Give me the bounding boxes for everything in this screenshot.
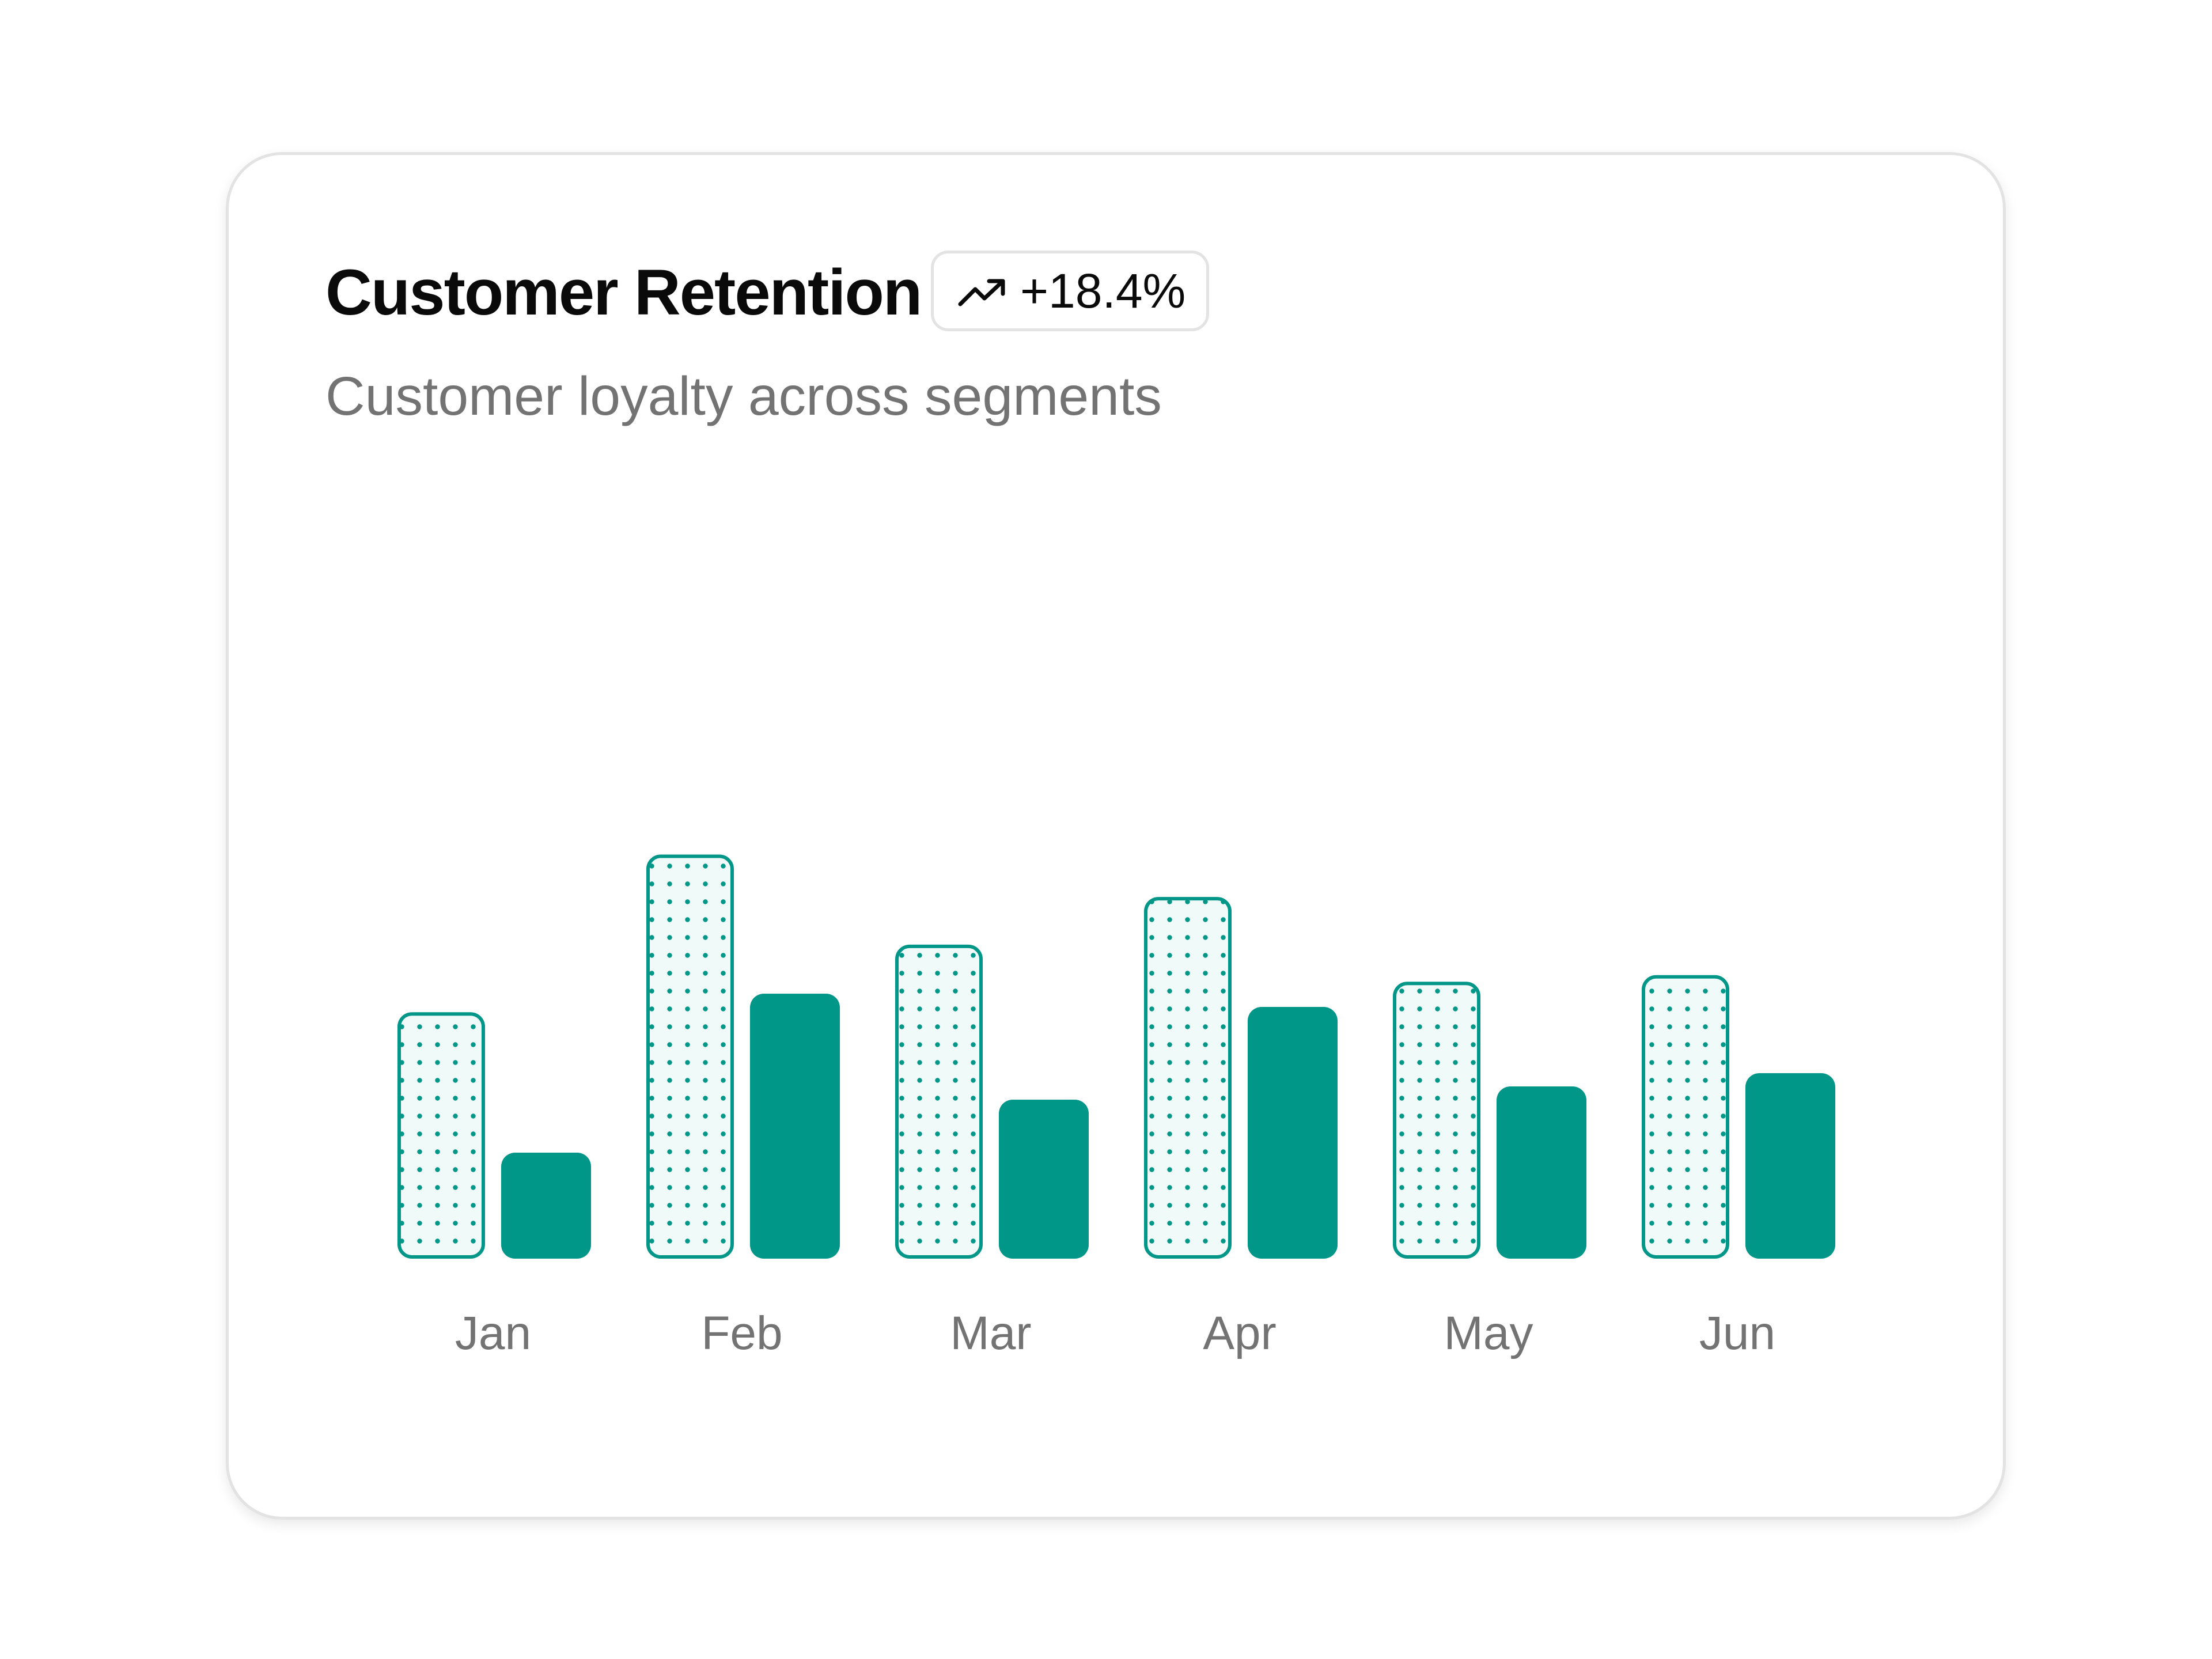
bar-series2-feb bbox=[750, 994, 840, 1259]
bar-series1-may bbox=[1393, 982, 1480, 1259]
bar-series2-jun bbox=[1745, 1073, 1835, 1259]
bar-series2-jan bbox=[501, 1153, 591, 1259]
x-tick-label: May bbox=[1444, 1307, 1533, 1359]
bar-series2-mar bbox=[999, 1100, 1089, 1259]
month-labels: Jan Feb Mar Apr May Jun bbox=[455, 1307, 1775, 1359]
trend-value: +18.4% bbox=[1020, 264, 1186, 318]
bar-series1-jan bbox=[397, 1012, 485, 1259]
bar-series1-mar bbox=[895, 944, 983, 1259]
bar-series1-apr bbox=[1144, 897, 1232, 1259]
retention-card bbox=[226, 152, 2006, 1520]
x-tick-label: Jan bbox=[455, 1307, 531, 1359]
x-tick-label: Apr bbox=[1203, 1307, 1277, 1359]
x-tick-label: Jun bbox=[1699, 1307, 1775, 1359]
bar-series2-apr bbox=[1248, 1007, 1338, 1259]
bar-series1-feb bbox=[646, 854, 734, 1259]
card-subtitle: Customer loyalty across segments bbox=[325, 366, 1162, 427]
bars-group bbox=[397, 854, 1835, 1259]
bar-series1-jun bbox=[1642, 975, 1729, 1259]
trend-badge: +18.4% bbox=[931, 251, 1209, 331]
card-title: Customer Retention bbox=[325, 256, 922, 328]
x-tick-label: Mar bbox=[950, 1307, 1031, 1359]
trending-up-icon bbox=[958, 279, 1005, 306]
x-tick-label: Feb bbox=[701, 1307, 782, 1359]
bar-series2-may bbox=[1497, 1086, 1586, 1259]
